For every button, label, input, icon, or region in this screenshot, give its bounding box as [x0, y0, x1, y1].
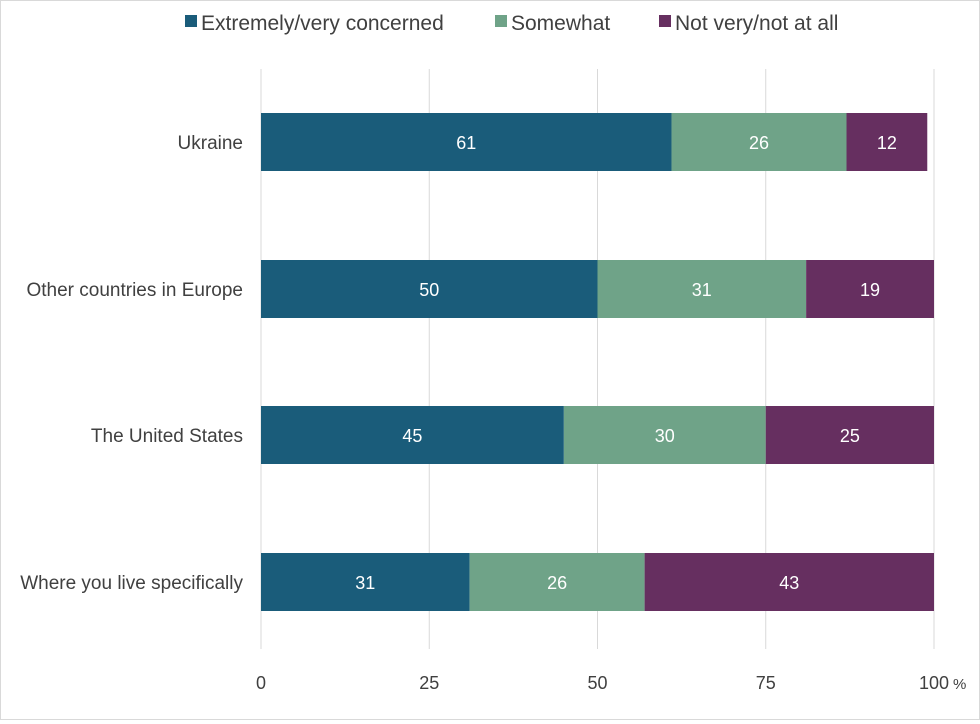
legend: Extremely/very concerned Somewhat Not very… — [185, 12, 838, 35]
bar-segment — [644, 553, 934, 611]
category-label: Other countries in Europe — [26, 280, 243, 301]
bar-segment — [261, 260, 598, 318]
legend-swatch — [185, 15, 197, 27]
x-tick-label: 100 — [919, 673, 949, 693]
bar-segment — [563, 406, 766, 464]
bar-segment — [806, 260, 934, 318]
bar-segment — [765, 406, 934, 464]
data-label: 26 — [749, 133, 769, 153]
bar-segment — [846, 113, 928, 171]
legend-label: Extremely/very concerned — [201, 12, 444, 35]
legend-label: Not very/not at all — [675, 12, 838, 35]
bar-segment — [469, 553, 645, 611]
legend-label: Somewhat — [511, 12, 610, 35]
data-label: 19 — [860, 280, 880, 300]
bar-segment — [261, 553, 470, 611]
data-label: 31 — [692, 280, 712, 300]
category-label: Ukraine — [178, 133, 243, 154]
bar-segment — [261, 113, 672, 171]
data-label: 31 — [355, 573, 375, 593]
data-label: 43 — [779, 573, 799, 593]
x-tick-label: 25 — [419, 673, 439, 693]
bar-segment — [671, 113, 847, 171]
data-label: 45 — [402, 426, 422, 446]
data-label: 12 — [877, 133, 897, 153]
x-axis-unit: % — [953, 676, 966, 693]
x-axis: 0 25 50 75 100% — [256, 673, 966, 693]
x-tick-label: 0 — [256, 673, 266, 693]
data-label: 30 — [655, 426, 675, 446]
bars: 61 26 12 50 31 19 45 30 25 31 26 43 — [261, 113, 934, 611]
data-label: 26 — [547, 573, 567, 593]
legend-swatch — [495, 15, 507, 27]
x-tick-label: 50 — [587, 673, 607, 693]
category-labels: Ukraine Other countries in Europe The Unit… — [20, 133, 243, 594]
data-label: 50 — [419, 280, 439, 300]
data-label: 25 — [840, 426, 860, 446]
bar-segment — [261, 406, 564, 464]
legend-swatch — [659, 15, 671, 27]
data-label: 61 — [456, 133, 476, 153]
category-label: Where you live specifically — [20, 573, 243, 594]
x-tick-label: 75 — [756, 673, 776, 693]
bar-segment — [597, 260, 807, 318]
category-label: The United States — [91, 426, 243, 447]
